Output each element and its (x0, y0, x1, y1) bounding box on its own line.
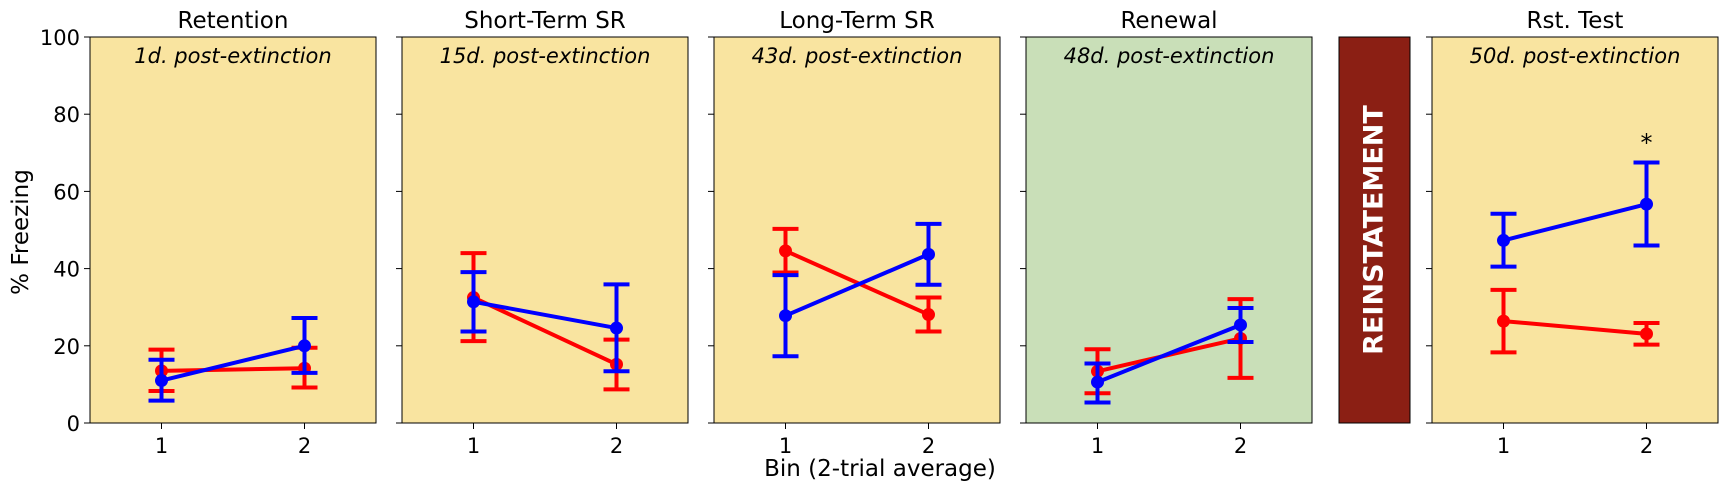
y-tick-label: 100 (40, 26, 80, 50)
panel-annotation: 43d. post-extinction (752, 44, 963, 68)
data-point (1091, 375, 1104, 389)
panel-3: Long-Term SR 43d. post-extinction 1 2 (708, 8, 1001, 458)
x-tick-label: 1 (155, 434, 168, 458)
panel-1: Retention 1d. post-extinction 0 20 40 60 80 100… (40, 8, 377, 458)
data-point (922, 308, 935, 322)
series-blue (460, 270, 630, 374)
panel-annotation: 48d. post-extinction (1064, 44, 1275, 68)
data-point (779, 244, 792, 258)
reinstatement-label: REINSTATEMENT (1359, 105, 1390, 355)
series-blue (1084, 305, 1254, 405)
panel-title: Long-Term SR (779, 8, 935, 34)
panel-title: Rst. Test (1527, 8, 1624, 34)
panel-5: Rst. Test 50d. post-extinction 1 2 * (1426, 8, 1719, 458)
series-blue (772, 221, 942, 359)
reinstatement-bar (1338, 36, 1411, 424)
series-red (772, 226, 942, 334)
series-blue (148, 316, 318, 403)
series-line (161, 366, 305, 373)
data-point (610, 321, 623, 335)
x-tick-label: 1 (1091, 434, 1104, 458)
series-line (1096, 323, 1242, 384)
panel-title: Retention (178, 8, 289, 34)
data-point (1234, 318, 1247, 332)
data-point (1640, 327, 1653, 341)
panel-background (401, 36, 689, 424)
panel-background (89, 36, 377, 424)
series-blue (1490, 160, 1660, 269)
x-axis-label: Bin (2-trial average) (764, 456, 996, 482)
panel-4: Renewal 48d. post-extinction 1 2 (1020, 8, 1313, 458)
data-point (922, 247, 935, 261)
panel-title: Renewal (1120, 8, 1217, 34)
panel-annotation: 1d. post-extinction (134, 44, 331, 68)
x-tick-label: 2 (1640, 434, 1653, 458)
x-tick-label: 1 (467, 434, 480, 458)
series-line (784, 252, 930, 318)
data-point (298, 339, 311, 353)
data-point (1497, 314, 1510, 328)
panel-annotation: 15d. post-extinction (440, 44, 651, 68)
data-point (1497, 233, 1510, 247)
series-line (472, 295, 618, 367)
x-tick-label: 1 (1497, 434, 1510, 458)
series-line (1503, 202, 1647, 243)
x-tick-label: 1 (779, 434, 792, 458)
panel-background (1025, 36, 1313, 424)
y-tick-label: 0 (67, 412, 80, 436)
series-line (1503, 319, 1647, 336)
panel-2: Short-Term SR 15d. post-extinction 1 2 (396, 8, 689, 458)
panel-title: Short-Term SR (464, 8, 626, 34)
panels: Retention 1d. post-extinction 0 20 40 60 80 100… (40, 8, 1719, 458)
data-point (155, 374, 168, 388)
significance-marker: * (1641, 129, 1653, 157)
data-point (779, 309, 792, 323)
y-axis-label: % Freezing (8, 169, 34, 295)
data-point (467, 295, 480, 309)
y-tick-label: 40 (53, 258, 80, 282)
panel-background (1431, 36, 1719, 424)
series-red (1490, 287, 1660, 355)
series-line (784, 249, 930, 317)
x-tick-label: 2 (298, 434, 311, 458)
y-tick-label: 80 (53, 103, 80, 127)
y-tick-label: 20 (53, 335, 80, 359)
y-tick-label: 60 (53, 180, 80, 204)
x-tick-label: 2 (922, 434, 935, 458)
x-tick-label: 2 (610, 434, 623, 458)
series-line (473, 299, 617, 331)
data-point (1640, 197, 1653, 211)
panel-background (713, 36, 1001, 424)
series-line (161, 343, 305, 383)
panel-annotation: 50d. post-extinction (1470, 44, 1681, 68)
x-tick-label: 2 (1234, 434, 1247, 458)
